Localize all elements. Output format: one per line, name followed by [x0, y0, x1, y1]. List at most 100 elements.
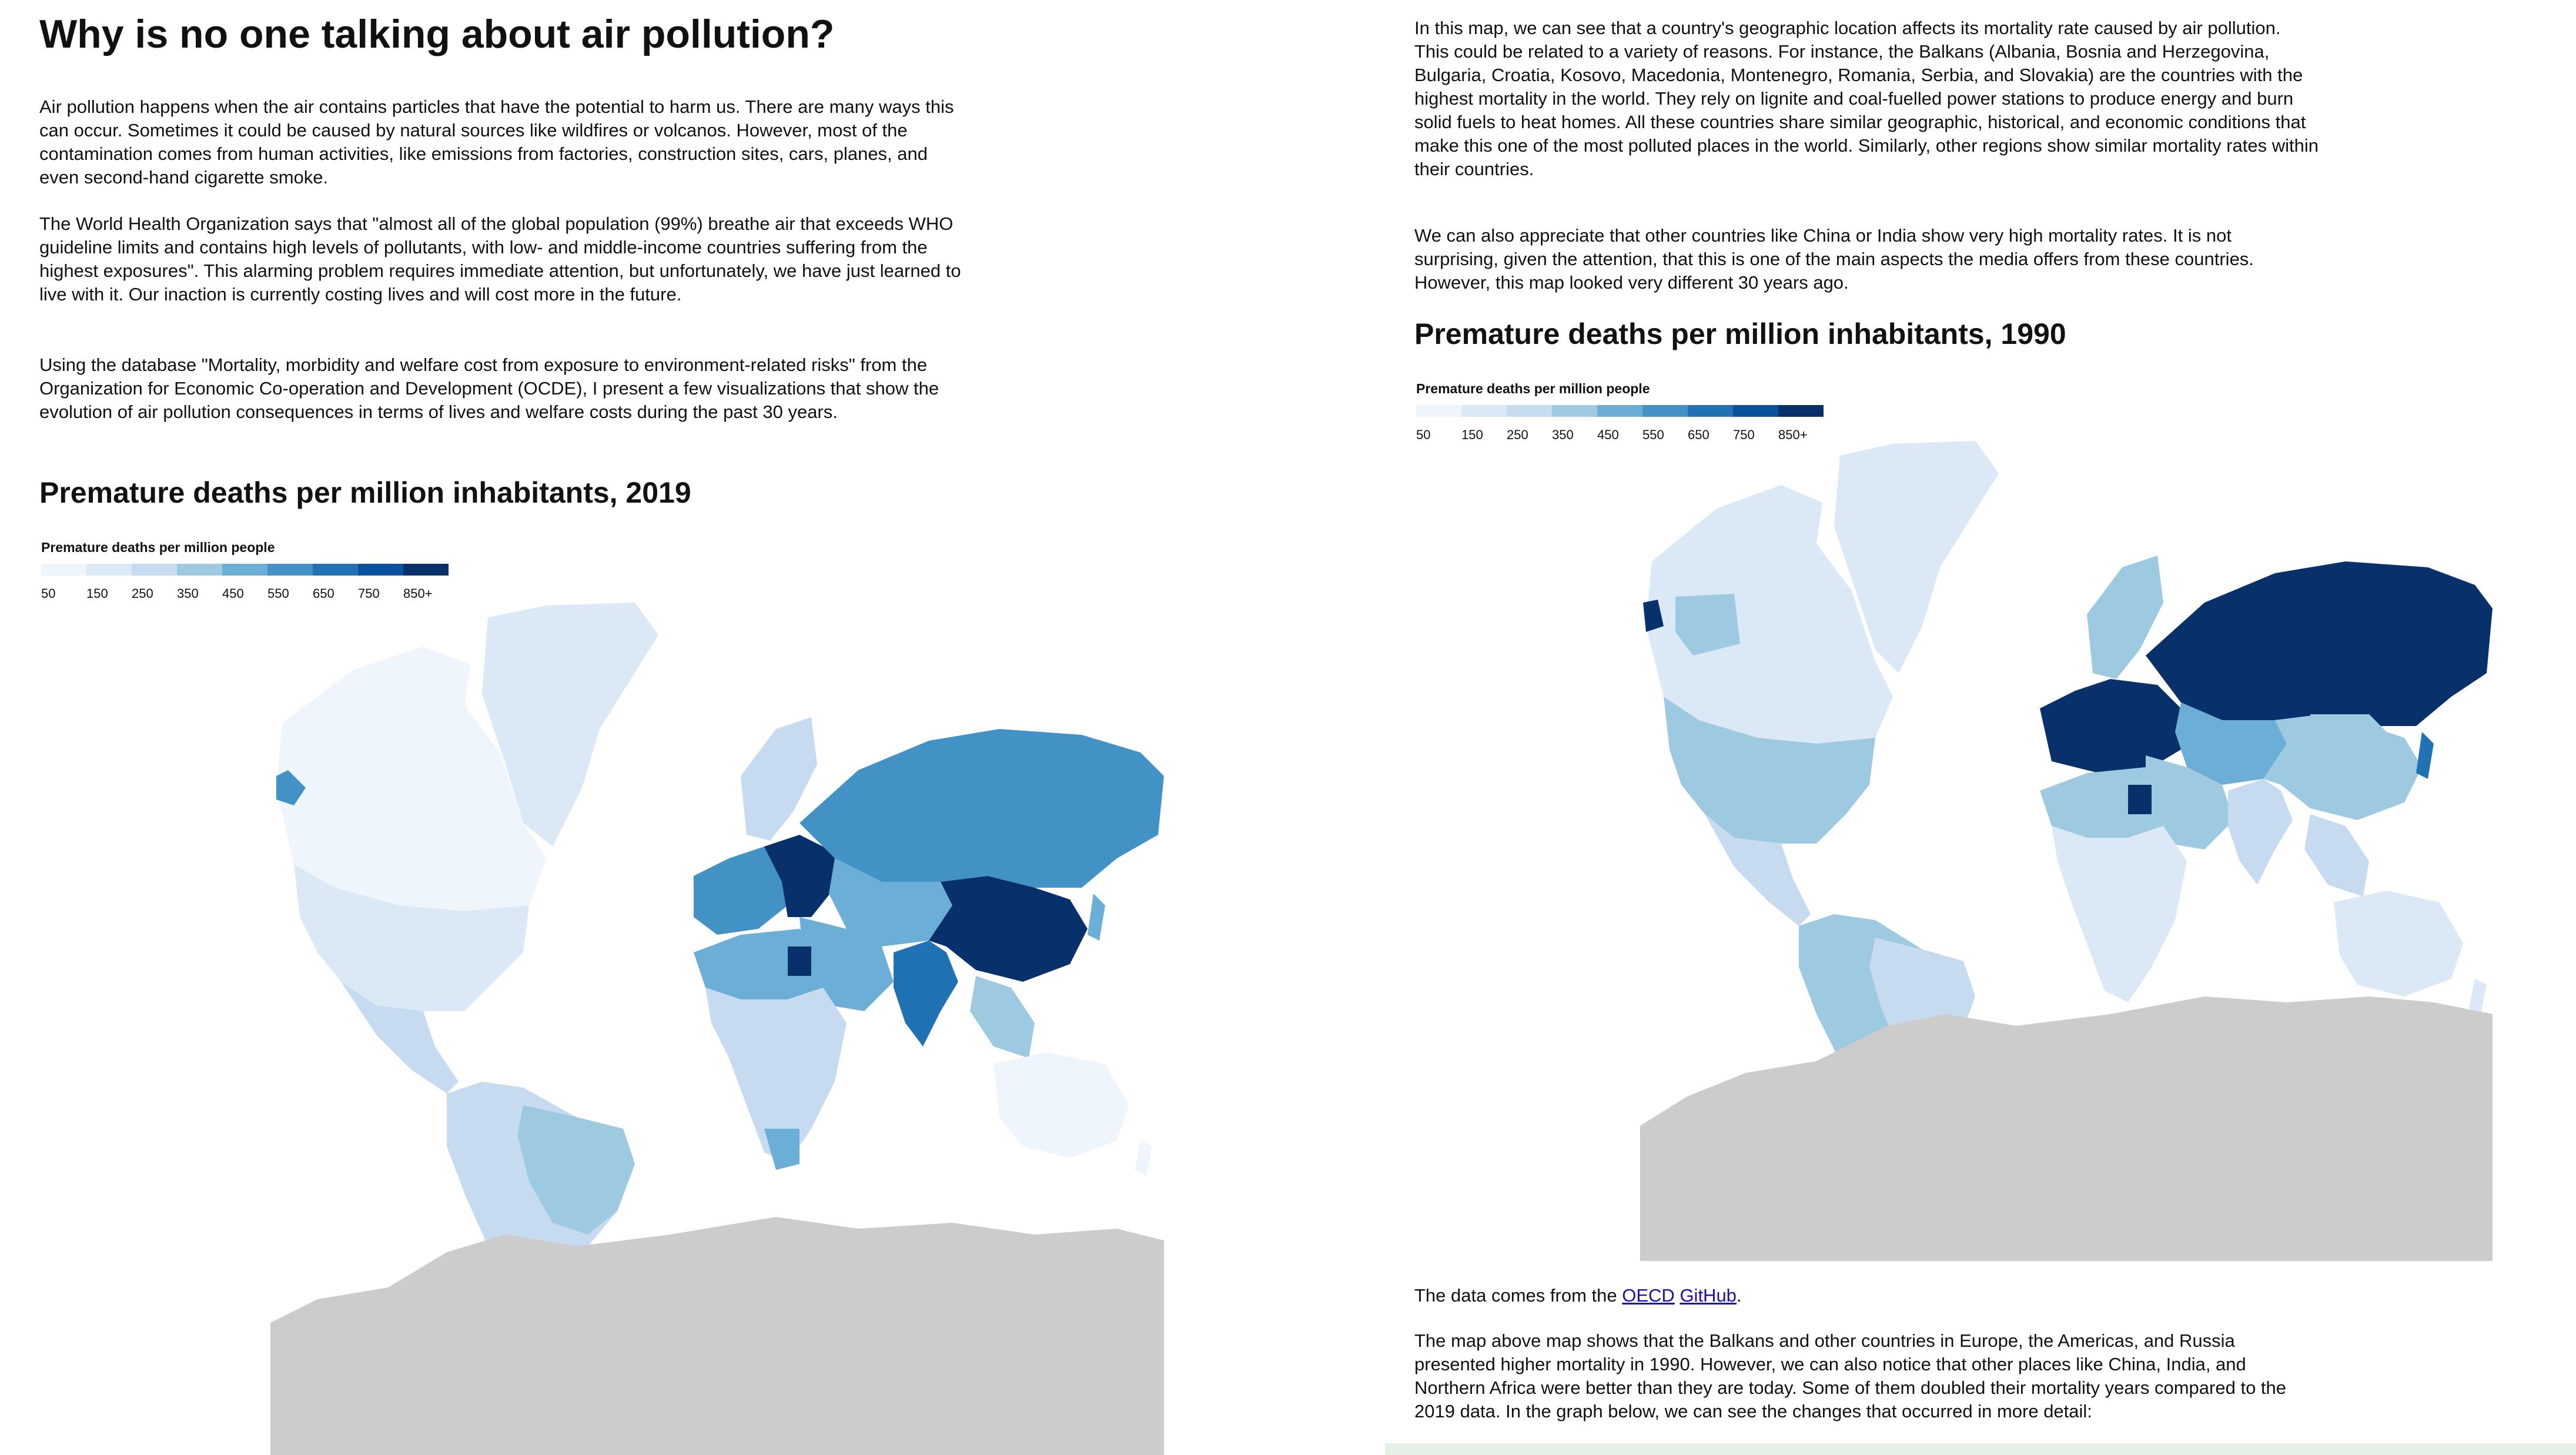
central-asia[interactable] [2175, 703, 2287, 785]
central-asia[interactable] [829, 858, 952, 946]
legend-color-bar [1416, 405, 1824, 417]
legend-swatch [1778, 405, 1824, 417]
legend-tick: 250 [132, 586, 153, 601]
western-europe[interactable] [694, 847, 788, 935]
legend-tick: 150 [1461, 427, 1483, 442]
alaska-west[interactable] [1675, 594, 1740, 655]
china[interactable] [2263, 714, 2422, 820]
russia[interactable] [2146, 561, 2493, 726]
united-states[interactable] [1664, 697, 1875, 844]
scandinavia[interactable] [2087, 556, 2163, 679]
legend-tick: 650 [313, 586, 334, 601]
legend-tick: 550 [267, 586, 289, 601]
source-prefix: The data comes from the [1414, 1285, 1617, 1306]
southern-africa[interactable] [764, 1129, 799, 1170]
legend-tick: 850+ [403, 586, 433, 601]
legend-swatch [1642, 405, 1688, 417]
world-map-1990[interactable] [1640, 438, 2493, 1261]
github-link[interactable]: GitHub [1680, 1285, 1737, 1306]
analysis-paragraph-1: In this map, we can see that a country's… [1414, 18, 2319, 179]
right-column: In this map, we can see that a country's… [1385, 0, 2576, 1455]
mexico[interactable] [341, 982, 459, 1093]
legend-swatch [86, 564, 132, 576]
legend-swatch [358, 564, 403, 576]
analysis-paragraph-2: We can also appreciate that other countr… [1414, 225, 2254, 293]
legend-tick: 350 [1552, 427, 1574, 442]
intro-paragraph-2: The World Health Organization says that … [39, 213, 961, 305]
legend-swatch [1552, 405, 1597, 417]
legend-swatch [41, 564, 86, 576]
legend-swatch [1688, 405, 1733, 417]
legend-title: Premature deaths per million people [1416, 381, 1650, 396]
southeast-asia[interactable] [970, 976, 1035, 1058]
new-zealand[interactable] [1135, 1140, 1152, 1176]
alaska[interactable] [276, 770, 306, 805]
alaska[interactable] [1643, 600, 1664, 632]
sub-saharan-africa[interactable] [705, 988, 847, 1164]
page-title: Why is no one talking about air pollutio… [39, 12, 835, 56]
intro-paragraph-1: Air pollution happens when the air conta… [39, 96, 954, 188]
legend-swatch [177, 564, 222, 576]
greenland[interactable] [482, 603, 658, 847]
legend-swatch [1416, 405, 1461, 417]
legend-tick: 50 [1416, 427, 1431, 442]
balkans[interactable] [764, 835, 835, 917]
legend-tick: 50 [41, 586, 56, 601]
middle-east[interactable] [2146, 755, 2234, 849]
map-1990-legend: Premature deaths per million people 50 1… [1416, 381, 1824, 443]
legend-tick: 750 [358, 586, 380, 601]
legend-swatch [1733, 405, 1778, 417]
legend-swatch [267, 564, 313, 576]
legend-swatch [403, 564, 449, 576]
legend-swatch [132, 564, 177, 576]
canada[interactable] [1646, 485, 1893, 744]
india[interactable] [894, 941, 958, 1046]
legend-tick: 850+ [1778, 427, 1808, 442]
egypt[interactable] [788, 946, 811, 976]
india[interactable] [2228, 779, 2293, 885]
australia[interactable] [2334, 891, 2463, 996]
world-map-2019[interactable] [270, 600, 1164, 1455]
oecd-link[interactable]: OECD [1622, 1285, 1675, 1306]
southeast-asia[interactable] [2304, 814, 2369, 897]
legend-tick: 450 [1597, 427, 1619, 442]
united-states[interactable] [294, 864, 529, 1011]
sub-saharan-africa[interactable] [2052, 826, 2187, 1002]
legend-swatch [313, 564, 358, 576]
legend-title: Premature deaths per million people [41, 540, 275, 555]
map-1990-heading: Premature deaths per million inhabitants… [1414, 317, 2066, 350]
new-zealand[interactable] [2469, 979, 2487, 1014]
antarctica[interactable] [270, 1217, 1164, 1455]
legend-swatch [1507, 405, 1552, 417]
legend-swatch [1597, 405, 1642, 417]
source-suffix: . [1736, 1285, 1742, 1306]
left-column: Why is no one talking about air pollutio… [0, 0, 1205, 1455]
antarctica[interactable] [1640, 996, 2493, 1261]
canada[interactable] [276, 647, 547, 911]
legend-swatch [1461, 405, 1507, 417]
legend-ticks: 50 150 250 350 450 550 650 750 850+ [1416, 427, 1824, 443]
bottom-scroll-band [1385, 1443, 2576, 1455]
legend-tick: 650 [1688, 427, 1709, 442]
greenland[interactable] [1834, 441, 1999, 673]
map-2019-legend: Premature deaths per million people 50 1… [41, 540, 449, 601]
legend-color-bar [41, 564, 449, 576]
legend-tick: 450 [222, 586, 244, 601]
legend-tick: 250 [1507, 427, 1528, 442]
japan[interactable] [2416, 732, 2434, 779]
map-2019-heading: Premature deaths per million inhabitants… [39, 476, 691, 509]
source-line: The data comes from the OECD GitHub. [1414, 1284, 2320, 1307]
egypt[interactable] [2128, 785, 2152, 814]
japan[interactable] [1088, 894, 1105, 941]
china[interactable] [929, 876, 1088, 982]
australia[interactable] [993, 1052, 1129, 1158]
scandinavia[interactable] [741, 717, 817, 841]
russia[interactable] [799, 729, 1164, 888]
legend-tick: 350 [177, 586, 199, 601]
intro-paragraph-3: Using the database "Mortality, morbidity… [39, 354, 939, 422]
mexico[interactable] [1705, 814, 1811, 926]
south-america-east[interactable] [517, 1105, 635, 1235]
europe[interactable] [2040, 679, 2181, 773]
legend-ticks: 50 150 250 350 450 550 650 750 850+ [41, 586, 449, 601]
legend-tick: 150 [86, 586, 108, 601]
